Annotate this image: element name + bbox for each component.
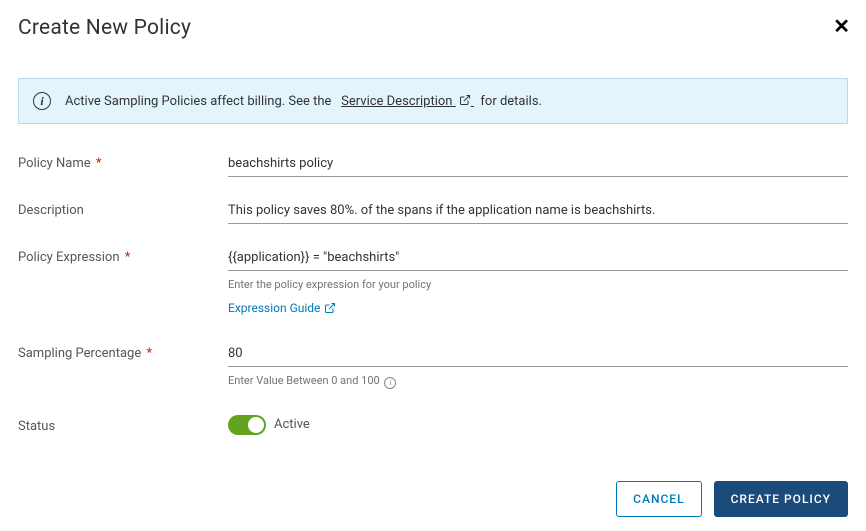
service-description-link[interactable]: Service Description [341, 94, 474, 109]
toggle-knob [248, 417, 264, 433]
policy-name-row: Policy Name * [18, 152, 848, 177]
description-label: Description [18, 199, 228, 218]
billing-info-banner: i Active Sampling Policies affect billin… [18, 78, 848, 124]
status-field-wrap: Active [228, 415, 848, 435]
policy-expression-field-wrap: Enter the policy expression for your pol… [228, 246, 848, 316]
required-indicator: * [146, 346, 152, 361]
status-toggle-wrap: Active [228, 415, 848, 435]
banner-text-before: Active Sampling Policies affect billing.… [65, 94, 331, 109]
required-indicator: * [96, 156, 102, 171]
dialog-header: Create New Policy ✕ [18, 16, 848, 40]
info-icon: i [33, 92, 51, 110]
policy-name-label: Policy Name * [18, 152, 228, 171]
policy-expression-row: Policy Expression * Enter the policy exp… [18, 246, 848, 316]
description-field-wrap [228, 199, 848, 224]
policy-expression-input[interactable] [228, 246, 848, 271]
description-row: Description [18, 199, 848, 224]
policy-expression-label: Policy Expression * [18, 246, 228, 265]
create-policy-dialog: Create New Policy ✕ i Active Sampling Po… [0, 0, 866, 435]
status-value-label: Active [274, 417, 310, 432]
dialog-footer: CANCEL CREATE POLICY [616, 481, 848, 517]
sampling-percentage-helper: Enter Value Between 0 and 100 i [228, 374, 848, 389]
external-link-icon [324, 302, 336, 314]
policy-expression-label-text: Policy Expression [18, 250, 120, 265]
close-icon[interactable]: ✕ [833, 16, 850, 36]
sampling-percentage-label-text: Sampling Percentage [18, 346, 141, 361]
dialog-title: Create New Policy [18, 16, 191, 40]
description-input[interactable] [228, 199, 848, 224]
status-toggle[interactable] [228, 415, 266, 435]
banner-link-text: Service Description [341, 94, 452, 109]
sampling-percentage-helper-text: Enter Value Between 0 and 100 [228, 374, 380, 387]
policy-name-input[interactable] [228, 152, 848, 177]
expression-guide-link[interactable]: Expression Guide [228, 301, 336, 315]
status-label: Status [18, 415, 228, 434]
sampling-percentage-field-wrap: Enter Value Between 0 and 100 i [228, 342, 848, 389]
sampling-percentage-input[interactable] [228, 342, 848, 367]
policy-expression-helper: Enter the policy expression for your pol… [228, 278, 848, 291]
cancel-button[interactable]: CANCEL [616, 481, 701, 517]
banner-text-after: for details. [480, 94, 542, 109]
info-icon[interactable]: i [384, 377, 396, 389]
sampling-percentage-label: Sampling Percentage * [18, 342, 228, 361]
banner-text: Active Sampling Policies affect billing.… [65, 94, 542, 109]
required-indicator: * [125, 250, 131, 265]
expression-guide-text: Expression Guide [228, 301, 320, 315]
sampling-percentage-row: Sampling Percentage * Enter Value Betwee… [18, 342, 848, 389]
external-link-icon [459, 94, 471, 106]
create-policy-button[interactable]: CREATE POLICY [714, 481, 848, 517]
status-row: Status Active [18, 415, 848, 435]
policy-name-label-text: Policy Name [18, 156, 91, 171]
policy-name-field-wrap [228, 152, 848, 177]
